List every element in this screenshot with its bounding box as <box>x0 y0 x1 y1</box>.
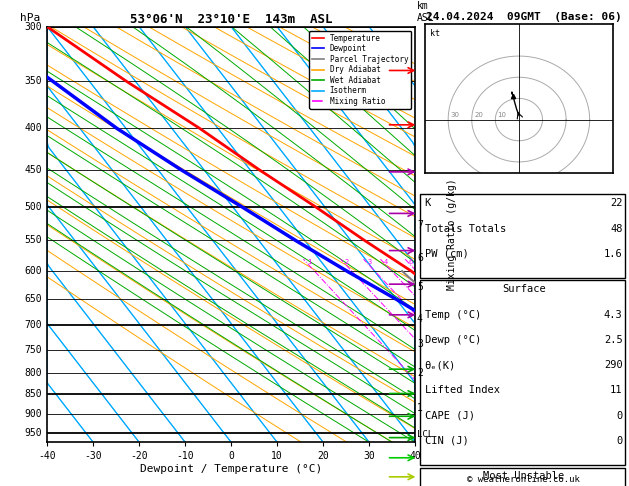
Text: Lifted Index: Lifted Index <box>425 385 499 396</box>
Text: 600: 600 <box>24 266 42 276</box>
Text: 290: 290 <box>604 360 623 370</box>
Text: 4: 4 <box>384 259 388 265</box>
Text: 1.6: 1.6 <box>604 249 623 259</box>
Text: K: K <box>425 198 431 208</box>
Text: Most Unstable: Most Unstable <box>483 471 564 482</box>
Legend: Temperature, Dewpoint, Parcel Trajectory, Dry Adiabat, Wet Adiabat, Isotherm, Mi: Temperature, Dewpoint, Parcel Trajectory… <box>309 31 411 109</box>
Text: 1: 1 <box>417 403 423 413</box>
Text: 6: 6 <box>417 253 423 263</box>
Text: CIN (J): CIN (J) <box>425 436 469 446</box>
Text: LCL: LCL <box>417 431 433 439</box>
Text: 700: 700 <box>24 320 42 330</box>
Text: 2.5: 2.5 <box>604 335 623 345</box>
Text: 500: 500 <box>24 202 42 212</box>
Bar <box>420 280 625 465</box>
Text: 0: 0 <box>616 436 623 446</box>
Text: 950: 950 <box>24 428 42 438</box>
Text: 3: 3 <box>417 339 423 348</box>
Bar <box>420 468 625 486</box>
Text: Dewp (°C): Dewp (°C) <box>425 335 481 345</box>
Text: 5: 5 <box>417 282 423 292</box>
Text: 30: 30 <box>450 112 460 119</box>
Text: 300: 300 <box>24 22 42 32</box>
Bar <box>420 194 625 278</box>
Text: 7: 7 <box>417 220 423 230</box>
Text: 650: 650 <box>24 295 42 304</box>
Text: 400: 400 <box>24 123 42 133</box>
Text: CAPE (J): CAPE (J) <box>425 411 475 421</box>
Text: 10: 10 <box>498 112 507 119</box>
Text: Mixing Ratio (g/kg): Mixing Ratio (g/kg) <box>447 179 457 290</box>
Text: Surface: Surface <box>502 284 545 295</box>
Text: 20: 20 <box>474 112 483 119</box>
Text: 800: 800 <box>24 367 42 378</box>
Text: 4: 4 <box>417 314 423 324</box>
Text: hPa: hPa <box>19 13 40 22</box>
Text: PW (cm): PW (cm) <box>425 249 469 259</box>
Title: 53°06'N  23°10'E  143m  ASL: 53°06'N 23°10'E 143m ASL <box>130 13 332 26</box>
Text: © weatheronline.co.uk: © weatheronline.co.uk <box>467 474 580 484</box>
Text: 750: 750 <box>24 345 42 355</box>
Text: θₑ(K): θₑ(K) <box>425 360 456 370</box>
Text: Temp (°C): Temp (°C) <box>425 310 481 320</box>
Text: 2: 2 <box>417 367 423 378</box>
Text: 1: 1 <box>307 259 311 265</box>
X-axis label: Dewpoint / Temperature (°C): Dewpoint / Temperature (°C) <box>140 464 322 474</box>
Text: 4.3: 4.3 <box>604 310 623 320</box>
Text: 850: 850 <box>24 389 42 399</box>
Text: kt: kt <box>430 29 440 38</box>
Text: 900: 900 <box>24 409 42 419</box>
Text: Totals Totals: Totals Totals <box>425 224 506 234</box>
Text: 22: 22 <box>610 198 623 208</box>
Text: 3: 3 <box>367 259 371 265</box>
Text: 350: 350 <box>24 76 42 86</box>
Text: 0: 0 <box>616 411 623 421</box>
Text: 6: 6 <box>409 259 413 265</box>
Text: 24.04.2024  09GMT  (Base: 06): 24.04.2024 09GMT (Base: 06) <box>426 12 621 22</box>
Text: 550: 550 <box>24 235 42 245</box>
Text: km
ASL: km ASL <box>417 1 435 22</box>
Text: 450: 450 <box>24 165 42 174</box>
Text: 2: 2 <box>344 259 348 265</box>
Text: 48: 48 <box>610 224 623 234</box>
Text: 11: 11 <box>610 385 623 396</box>
